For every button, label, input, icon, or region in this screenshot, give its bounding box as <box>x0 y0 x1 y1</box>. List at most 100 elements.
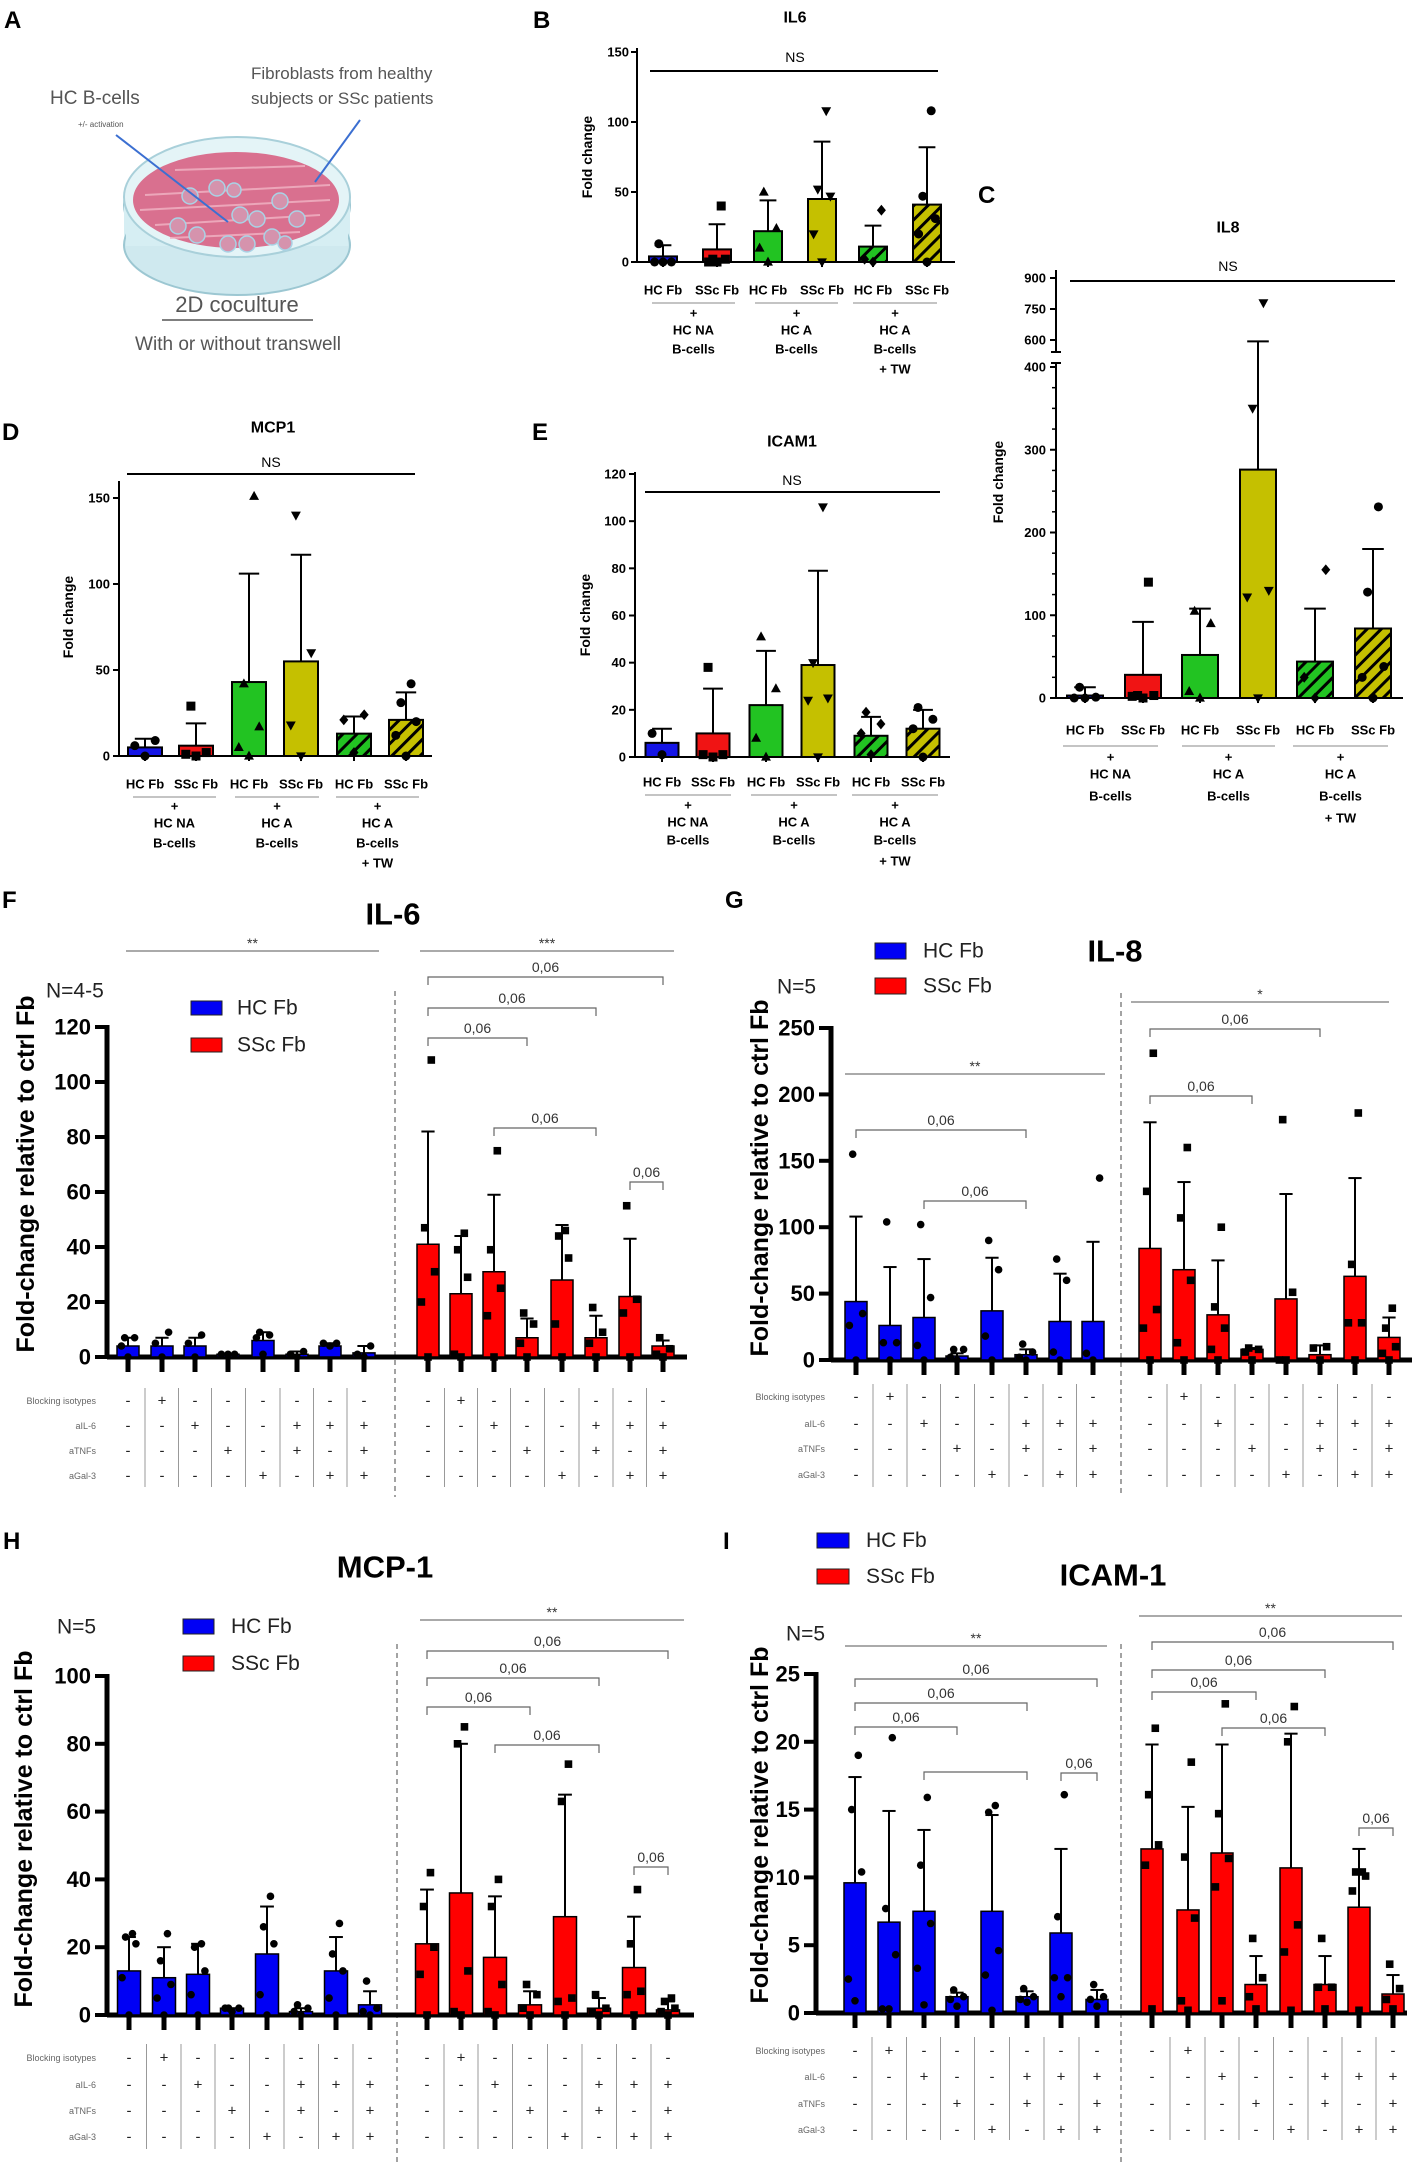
data-point <box>523 1353 531 1361</box>
data-point <box>763 256 773 266</box>
condition-cell: + <box>526 2103 535 2120</box>
condition-cell: - <box>492 1393 497 1410</box>
data-point <box>561 2011 569 2019</box>
condition-cell: - <box>661 1393 666 1410</box>
data-point <box>1389 2005 1397 2013</box>
condition-cell: + <box>457 2050 466 2067</box>
condition-cell: - <box>887 2069 892 2086</box>
condition-cell: - <box>162 2129 167 2146</box>
data-point <box>994 1946 1003 1955</box>
condition-cell: - <box>887 2122 892 2139</box>
condition-row-label: Blocking isotypes <box>26 1396 96 1406</box>
data-point <box>140 751 150 761</box>
bar-group-ssc <box>1176 1758 1200 2028</box>
data-point <box>1248 1934 1257 1943</box>
data-point <box>293 2001 302 2009</box>
data-point <box>654 239 664 249</box>
data-point <box>857 1868 866 1876</box>
condition-cell: + <box>1214 1416 1223 1433</box>
legend-swatch-ssc <box>874 977 907 995</box>
comparison-p-value: 0,06 <box>498 990 525 1006</box>
group-label: HC NA <box>667 815 709 830</box>
data-point <box>754 242 765 252</box>
condition-cell: - <box>126 1418 131 1435</box>
condition-cell: - <box>362 1393 367 1410</box>
y-tick-label: 0 <box>79 2003 91 2028</box>
data-point <box>928 714 938 724</box>
bar-group-hc <box>151 1929 177 2030</box>
condition-cell: - <box>328 1393 333 1410</box>
legend-swatch-ssc <box>816 1568 850 1585</box>
data-point <box>201 748 211 758</box>
bar-group-ssc <box>552 1760 578 2030</box>
condition-cell: - <box>1150 2069 1155 2086</box>
bar-group-ssc <box>1279 1702 1303 2028</box>
condition-cell: + <box>332 2077 341 2094</box>
chart-f-il-6: IL-6 N=4-5 HC Fb SSc Fb 0 20 40 60 80 100 120 Fold-… <box>12 897 687 1497</box>
data-point <box>1207 1345 1216 1354</box>
condition-cell: - <box>1254 2043 1259 2060</box>
condition-cell: - <box>1250 1416 1255 1433</box>
category-label: SSc Fb <box>800 283 844 298</box>
condition-cell: - <box>493 2103 498 2120</box>
data-point <box>249 490 260 500</box>
data-point <box>1314 1983 1323 1992</box>
data-point <box>856 728 866 739</box>
bar-group <box>695 662 731 762</box>
data-point <box>991 1801 1000 1810</box>
data-point <box>667 1994 676 2002</box>
fibroblasts-label-line2: subjects or SSc patients <box>251 89 433 108</box>
condition-cell: + <box>1093 2069 1102 2086</box>
condition-cell: - <box>1391 2043 1396 2060</box>
data-point <box>1287 2006 1295 2015</box>
data-point <box>885 2005 893 2013</box>
group-label: + <box>1225 750 1233 765</box>
data-point <box>918 191 928 201</box>
data-point <box>124 1353 132 1361</box>
bar-group-ssc <box>449 1229 473 1372</box>
bar-group <box>1296 564 1334 704</box>
bar-group-hc <box>980 1801 1004 2028</box>
bar <box>1239 468 1277 699</box>
data-point <box>818 503 828 513</box>
category-label: HC Fb <box>747 775 785 790</box>
bar <box>1206 1314 1230 1361</box>
bar-group <box>807 107 837 268</box>
condition-cell: + <box>1057 2069 1066 2086</box>
condition-cell: + <box>558 1468 567 1485</box>
data-point <box>946 1353 955 1362</box>
bar-group-ssc <box>482 1875 508 2030</box>
chart-c-il8: IL8 NS 0 100 200 300 400 600 750 900 Fold change HC… <box>990 220 1403 826</box>
data-point <box>858 1309 867 1318</box>
bar-group-hc <box>843 1751 867 2028</box>
data-point <box>861 706 871 718</box>
condition-cell: - <box>328 1443 333 1460</box>
condition-cell: - <box>492 1468 497 1485</box>
data-point <box>263 2011 271 2019</box>
category-label: SSc Fb <box>279 777 323 792</box>
condition-cell: - <box>632 2103 637 2120</box>
data-point <box>1321 2005 1329 2013</box>
bar-group-hc <box>185 1940 211 2030</box>
data-point <box>1173 1338 1182 1347</box>
data-point <box>130 741 140 751</box>
data-point <box>908 724 918 734</box>
data-point <box>1278 1115 1287 1124</box>
bar-group-hc <box>323 1919 349 2030</box>
data-point <box>1091 692 1101 702</box>
condition-cell: + <box>1089 1467 1098 1484</box>
condition-cell: + <box>920 2069 929 2086</box>
condition-row-label: Blocking isotypes <box>755 1392 825 1402</box>
data-point <box>1254 1345 1263 1354</box>
category-label: HC Fb <box>126 777 164 792</box>
condition-row-label: aGal-3 <box>69 2132 96 2142</box>
y-tick-label: 20 <box>776 1729 800 1754</box>
data-point <box>332 1339 341 1348</box>
condition-cell: - <box>632 2050 637 2067</box>
group-label: HC NA <box>154 816 196 831</box>
bar-group-ssc <box>482 1146 506 1372</box>
data-point <box>821 107 832 117</box>
condition-row-label: aTNFs <box>69 1446 97 1456</box>
condition-cell: - <box>1284 1416 1289 1433</box>
